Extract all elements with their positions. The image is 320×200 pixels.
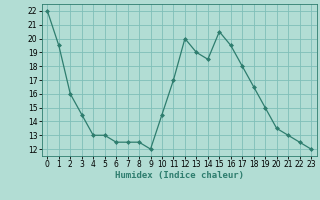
- X-axis label: Humidex (Indice chaleur): Humidex (Indice chaleur): [115, 171, 244, 180]
